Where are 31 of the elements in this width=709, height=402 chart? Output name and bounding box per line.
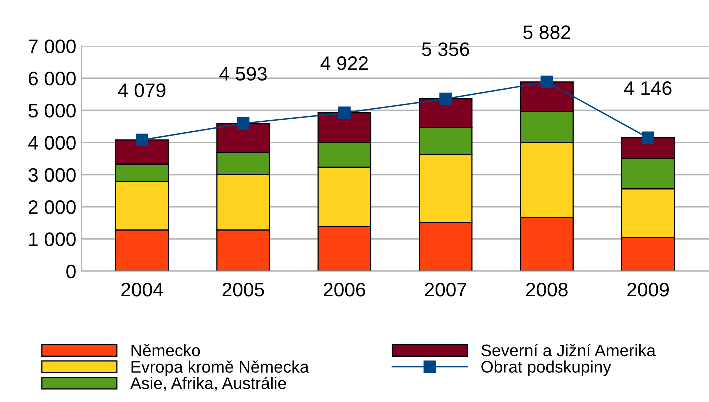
y-tick-label: 0 [66, 264, 76, 279]
x-tick-label: 2008 [526, 282, 568, 297]
legend-label: Severní a Jižní Amerika [482, 344, 656, 357]
y-tick-label: 6 000 [29, 72, 76, 86]
x-tick-label: 2005 [222, 282, 264, 297]
data-label: 4 593 [220, 67, 267, 81]
data-label: 4 146 [624, 82, 672, 96]
y-tick-label: 5 000 [28, 104, 76, 118]
data-label: 4 922 [320, 56, 368, 70]
point [136, 134, 149, 146]
point [642, 132, 655, 144]
legend-label: Německo [132, 344, 200, 357]
x-tick-label: 2004 [122, 282, 164, 297]
point [237, 117, 250, 130]
y-tick-label: 7 000 [29, 40, 76, 54]
x-tick-label: 2007 [425, 282, 467, 297]
point [540, 76, 554, 88]
legend-label: Obrat podskupiny [482, 360, 612, 376]
x-tick-label: 2009 [628, 282, 669, 297]
data-label: 5 356 [422, 42, 470, 56]
data-label: 5 882 [524, 26, 570, 40]
legend-label: Evropa kromě Německa [132, 360, 310, 376]
y-tick-label: 4 000 [28, 136, 76, 150]
data-label: 4 079 [118, 84, 166, 98]
point [440, 92, 452, 106]
y-tick-label: 1 000 [30, 232, 76, 246]
point [338, 106, 351, 120]
x-tick-label: 2006 [324, 282, 366, 297]
legend-label: Asie, Afrika, Austrálie [130, 376, 286, 392]
y-tick-label: 2 000 [29, 200, 76, 214]
y-tick-label: 3 000 [28, 168, 76, 182]
